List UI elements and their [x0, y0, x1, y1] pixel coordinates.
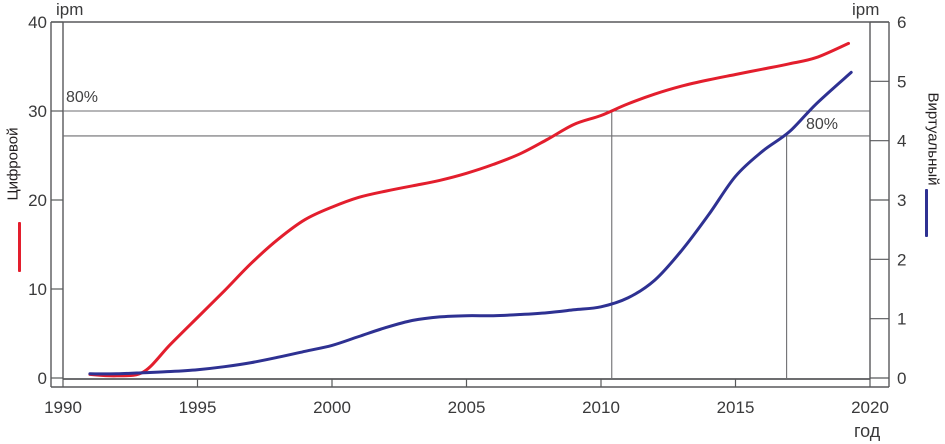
x-axis-tick-label: 2020 [851, 398, 889, 417]
axis-ticks [51, 21, 889, 387]
threshold-label-digital: 80% [66, 89, 99, 106]
digital-series-legend-mark [18, 222, 21, 272]
right-axis-tick-label: 3 [897, 191, 906, 210]
digital-curve [88, 41, 850, 378]
virtual-curve [88, 70, 853, 376]
x-axis-title: год [854, 421, 881, 441]
right-axis-tick-label: 5 [897, 72, 906, 91]
threshold-label-virtual: 80% [806, 116, 839, 133]
x-axis-tick-label: 2015 [717, 398, 755, 417]
left-axis-tick-label: 20 [28, 191, 47, 210]
right-axis-tick-label: 6 [897, 13, 906, 32]
right-axis-unit-label: ipm [852, 0, 880, 19]
left-axis-tick-label: 30 [28, 102, 47, 121]
right-axis-tick-label: 1 [897, 310, 906, 329]
x-axis-tick-label: 2010 [582, 398, 620, 417]
x-axis-tick-label: 2000 [313, 398, 351, 417]
right-axis-tick-label: 0 [897, 369, 906, 388]
virtual-series-legend-mark [925, 189, 928, 237]
left-axis-tick-label: 10 [28, 280, 47, 299]
x-axis-tick-label: 1995 [179, 398, 217, 417]
left-axis-unit-label: ipm [56, 0, 84, 19]
chart-frame [50, 21, 890, 388]
right-axis-title: Виртуальный [924, 92, 942, 186]
x-axis-tick-label: 1990 [44, 398, 82, 417]
left-axis-title: Цифровой [4, 127, 22, 201]
left-axis-tick-label: 40 [28, 13, 47, 32]
left-axis-tick-label: 0 [38, 369, 47, 388]
guide-lines [63, 110, 870, 379]
right-axis-tick-label: 2 [897, 250, 906, 269]
x-axis-tick-label: 2005 [448, 398, 486, 417]
right-axis-tick-label: 4 [897, 132, 906, 151]
axis-tick-labels: 0 10 20 30 40 0 1 2 3 4 5 6 1990 1995 2000 2005 2010 2015… [28, 13, 906, 417]
data-curves [88, 41, 853, 378]
